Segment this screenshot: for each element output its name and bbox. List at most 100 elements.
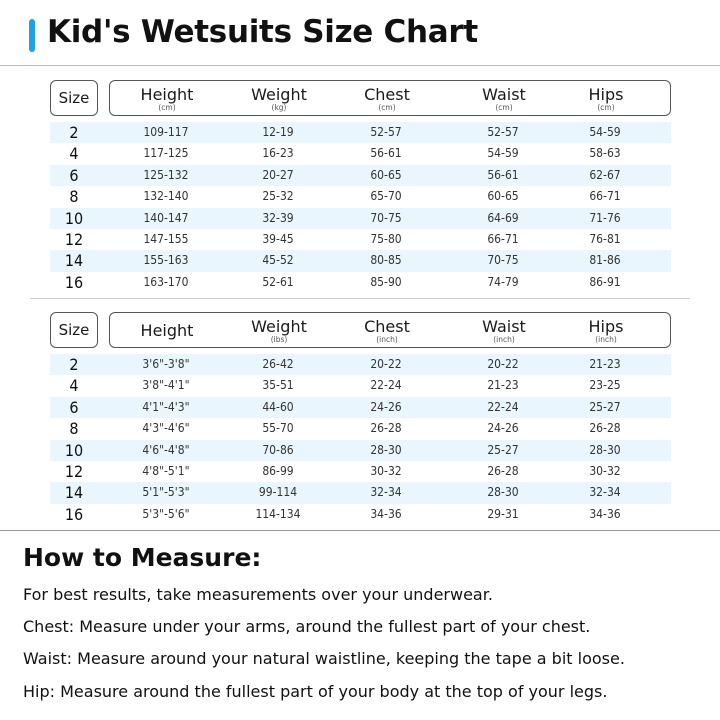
column-header-unit: (inch) (376, 334, 398, 344)
value-cell: 45-52 (262, 253, 294, 268)
size-cell: 10 (64, 208, 84, 228)
column-header-name: Waist (482, 316, 526, 336)
value-cell: 28-30 (370, 442, 402, 457)
value-cell: 81-86 (589, 253, 621, 268)
value-cell: 117-125 (143, 146, 189, 161)
column-header: Weight (kg) (219, 81, 339, 117)
value-cell: 20-22 (370, 357, 402, 371)
value-cell: 28-30 (589, 442, 621, 457)
value-cell: 3'8"-4'1" (142, 378, 190, 393)
value-cell: 155-163 (143, 253, 189, 268)
table-row: 6 4'1"-4'3" 44-60 24-26 22-24 25-27 (50, 396, 671, 419)
size-cell: 16 (64, 504, 84, 524)
value-cell: 70-86 (262, 442, 294, 457)
value-cell: 22-24 (370, 378, 402, 393)
table-row: 14 155-163 45-52 80-85 70-75 81-86 (50, 250, 671, 272)
size-header-label: Size (58, 89, 90, 107)
value-cell: 28-30 (487, 485, 519, 500)
value-cell: 20-22 (487, 357, 519, 371)
value-cell: 114-134 (255, 506, 301, 521)
value-cell: 52-61 (262, 274, 294, 289)
value-cell: 16-23 (262, 146, 294, 161)
column-header: Waist (inch) (444, 313, 564, 349)
size-cell: 6 (69, 397, 79, 417)
column-headers: Height (cm) Weight (kg) Chest (cm) Waist (cm) Hi… (109, 80, 671, 116)
column-header-unit: (inch) (493, 334, 515, 344)
value-cell: 26-28 (370, 421, 402, 436)
column-header-name: Chest (364, 316, 410, 336)
value-cell: 4'8"-5'1" (142, 464, 190, 478)
value-cell: 52-57 (370, 125, 402, 139)
value-cell: 66-71 (589, 189, 621, 204)
size-cell: 2 (69, 355, 79, 374)
value-cell: 32-39 (262, 210, 294, 225)
size-header-label: Size (58, 321, 90, 339)
column-header: Chest (inch) (327, 313, 447, 349)
table-row: 10 140-147 32-39 70-75 64-69 71-76 (50, 207, 671, 229)
value-cell: 70-75 (487, 253, 519, 268)
value-cell: 74-79 (487, 274, 519, 289)
title-accent-bar (29, 19, 35, 52)
value-cell: 24-26 (370, 399, 402, 414)
column-header: Hips (cm) (546, 81, 666, 117)
value-cell: 4'1"-4'3" (142, 399, 190, 414)
value-cell: 140-147 (143, 210, 189, 225)
size-cell: 4 (69, 144, 79, 164)
table-row: 10 4'6"-4'8" 70-86 28-30 25-27 28-30 (50, 439, 671, 461)
column-header-unit: (kg) (271, 102, 287, 112)
column-header: Height (107, 313, 227, 349)
value-cell: 99-114 (258, 485, 298, 500)
divider (0, 65, 720, 66)
value-cell: 5'1"-5'3" (142, 485, 190, 500)
value-cell: 25-32 (262, 189, 294, 204)
value-cell: 30-32 (589, 464, 621, 478)
value-cell: 32-34 (589, 485, 621, 500)
value-cell: 34-36 (370, 506, 402, 521)
value-cell: 22-24 (487, 399, 519, 414)
value-cell: 12-19 (262, 125, 294, 139)
table-row: 16 163-170 52-61 85-90 74-79 86-91 (50, 272, 671, 293)
size-cell: 12 (64, 462, 84, 481)
column-header-unit: (ibs) (270, 334, 288, 344)
column-header-name: Waist (482, 84, 526, 104)
value-cell: 29-31 (487, 506, 519, 521)
column-header: Waist (cm) (444, 81, 564, 117)
column-header-name: Weight (251, 316, 307, 336)
column-header-unit: (cm) (378, 102, 396, 112)
value-cell: 60-65 (487, 189, 519, 204)
column-header-name: Height (140, 84, 194, 104)
value-cell: 21-23 (487, 378, 519, 393)
column-header: Hips (inch) (546, 313, 666, 349)
size-cell: 2 (69, 123, 79, 142)
value-cell: 125-132 (143, 167, 189, 182)
size-cell: 12 (64, 230, 84, 249)
column-header-name: Hips (588, 316, 624, 336)
column-header: Height (cm) (107, 81, 227, 117)
size-cell: 14 (64, 483, 84, 503)
value-cell: 66-71 (487, 232, 519, 246)
value-cell: 26-28 (589, 421, 621, 436)
size-cell: 10 (64, 440, 84, 460)
table-row: 12 4'8"-5'1" 86-99 30-32 26-28 30-32 (50, 461, 671, 482)
column-header-unit: (cm) (158, 102, 176, 112)
column-header-unit: (inch) (595, 334, 617, 344)
value-cell: 34-36 (589, 506, 621, 521)
value-cell: 25-27 (487, 442, 519, 457)
column-headers: Height Weight (ibs) Chest (inch) Waist (inch) H… (109, 312, 671, 348)
value-cell: 21-23 (589, 357, 621, 371)
size-cell: 6 (69, 165, 79, 185)
instruction-waist: Waist: Measure around your natural waist… (23, 649, 625, 668)
column-header-name: Weight (251, 84, 307, 104)
value-cell: 44-60 (262, 399, 294, 414)
value-cell: 80-85 (370, 253, 402, 268)
value-cell: 109-117 (143, 125, 189, 139)
table-row: 4 117-125 16-23 56-61 54-59 58-63 (50, 143, 671, 164)
value-cell: 132-140 (143, 189, 189, 204)
value-cell: 39-45 (262, 232, 294, 246)
divider (0, 530, 720, 531)
column-header: Weight (ibs) (219, 313, 339, 349)
table-row: 12 147-155 39-45 75-80 66-71 76-81 (50, 229, 671, 250)
value-cell: 4'3"-4'6" (142, 421, 190, 436)
value-cell: 76-81 (589, 232, 621, 246)
column-header: Chest (cm) (327, 81, 447, 117)
